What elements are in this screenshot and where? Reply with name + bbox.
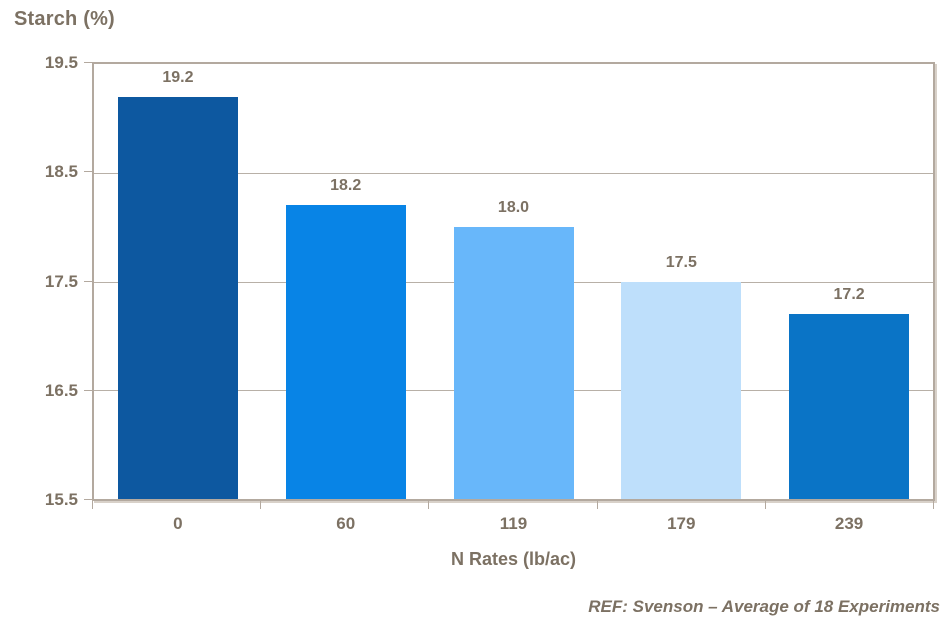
bar-value-label: 18.0 — [497, 199, 530, 217]
bar-value-label: 17.5 — [665, 253, 697, 271]
x-tick-label: 119 — [499, 514, 528, 533]
y-tick-mark — [84, 171, 92, 173]
x-tick-label: 179 — [667, 514, 696, 533]
x-tick-mark — [933, 501, 934, 509]
x-tick-label: 239 — [834, 514, 864, 533]
bar-value-label: 17.2 — [833, 286, 865, 304]
y-tick-mark — [84, 62, 92, 63]
bar — [285, 205, 406, 499]
y-axis-title: Starch (%) — [14, 8, 115, 30]
bar — [621, 281, 742, 499]
y-tick-label: 16.5 — [44, 380, 78, 400]
x-tick-mark — [92, 501, 93, 509]
y-tick-label: 15.5 — [44, 490, 78, 509]
y-tick-label: 17.5 — [44, 271, 78, 291]
y-tick-label: 18.5 — [44, 162, 78, 182]
y-tick-mark — [84, 280, 92, 282]
x-axis-title: N Rates (lb/ac) — [450, 549, 577, 569]
x-tick-mark — [428, 501, 430, 509]
bar-value-label: 18.2 — [330, 177, 362, 195]
x-tick-mark — [596, 501, 598, 509]
x-tick-label: 0 — [173, 514, 183, 533]
x-tick-label: 60 — [336, 514, 356, 533]
x-tick-mark — [764, 501, 766, 509]
y-tick-label: 19.5 — [44, 53, 78, 72]
y-tick-mark — [84, 389, 92, 391]
bar — [117, 96, 238, 499]
plot-area: 19.2 18.2 18.0 17.5 17.2 — [92, 62, 935, 501]
reference-note: REF: Svenson – Average of 18 Experiments — [588, 597, 940, 616]
x-tick-mark — [260, 501, 262, 509]
bar — [789, 314, 910, 499]
bar — [453, 227, 574, 499]
gridline — [94, 172, 933, 174]
y-tick-mark — [84, 499, 92, 500]
bar-value-label: 19.2 — [162, 68, 194, 86]
